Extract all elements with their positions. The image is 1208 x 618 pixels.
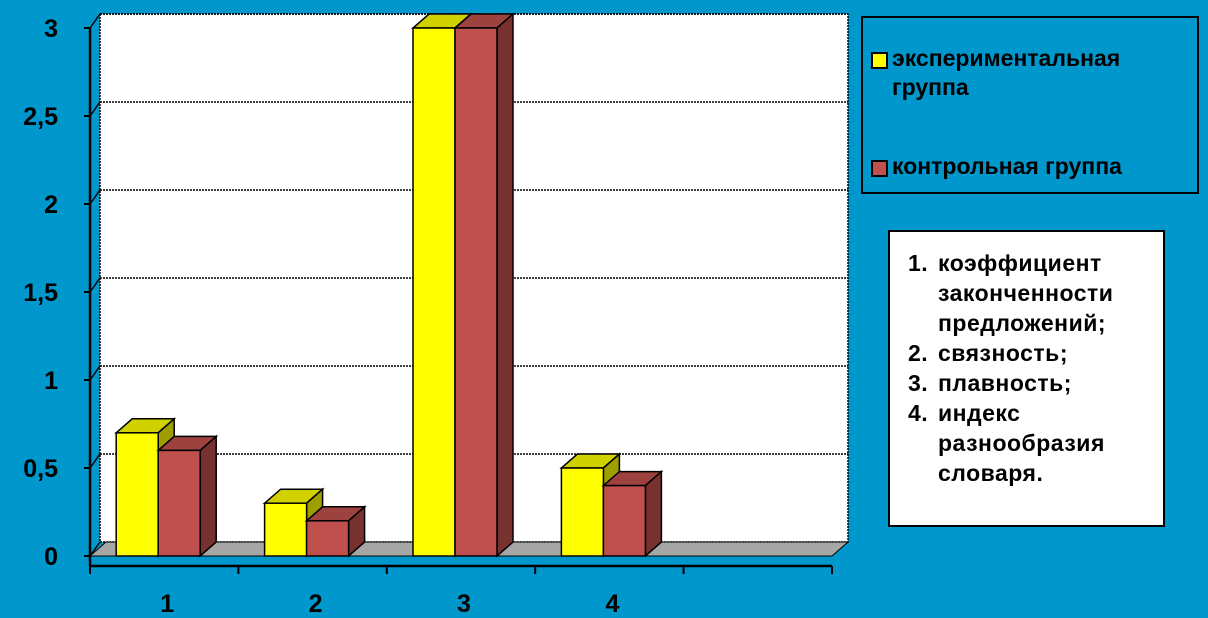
y-tick-labels: 0 0,5 1 1,5 2 2,5 3 [23,15,58,571]
gridline-slant [89,453,101,469]
note-item: 2. связность; [908,338,1153,368]
y-tick-label: 2 [44,191,58,219]
axes [84,27,833,574]
bar-front [157,449,201,557]
gridline-slant [89,541,101,557]
x-tick-label: 1 [160,590,174,618]
notes-list: 1. коэффициент законченности предложений… [908,248,1153,488]
y-tick-label: 1 [44,367,58,395]
note-number: 1. [908,250,929,276]
bar-side [199,434,217,558]
bar-front [263,502,308,557]
y-tick-label: 1,5 [23,279,58,307]
bar [453,12,515,558]
note-text: плавность; [938,370,1072,396]
bar-front [115,432,159,557]
note-number: 4. [908,400,929,426]
y-tick-label: 3 [44,15,58,43]
x-tick-labels: 1 2 3 4 [160,590,619,618]
note-item: 3. плавность; [908,368,1153,398]
x-tick-label: 4 [605,590,619,618]
note-text: связность; [938,340,1068,366]
bar-front [560,467,605,557]
gridline-slant [89,13,101,29]
bar-front [454,27,498,557]
bar [601,469,664,558]
gridline-slant [89,189,101,205]
note-number: 3. [908,370,929,396]
category-notes: 1. коэффициент законченности предложений… [888,230,1165,527]
bar-front [602,484,647,557]
bar-side [644,469,663,558]
x-tick-label: 3 [457,590,471,618]
note-text: коэффициент законченности предложений; [938,250,1114,336]
legend-label-experimental: экспериментальная группа [892,45,1121,100]
y-tick-label: 0 [44,543,58,571]
bar-front [305,520,350,557]
legend-item-control: контрольная группа [871,152,1197,181]
bars [114,12,664,558]
gridline-slant [89,101,101,117]
legend-swatch-control [871,160,888,177]
bar-front [412,27,456,557]
legend-label-control: контрольная группа [892,153,1122,179]
y-tick-label: 0,5 [23,455,58,483]
bar-side [496,12,514,558]
gridline-slant [89,365,101,381]
gridline-slant [89,277,101,293]
note-number: 2. [908,340,929,366]
note-item: 1. коэффициент законченности предложений… [908,248,1153,338]
note-item: 4. индекс разнообразия словаря. [908,398,1153,488]
bar [304,505,367,558]
legend-item-experimental: экспериментальная группа [871,44,1197,102]
note-text: индекс разнообразия словаря. [938,400,1105,486]
legend-swatch-experimental [871,52,888,69]
y-tick-label: 2,5 [23,103,58,131]
legend: экспериментальная группа контрольная гру… [861,16,1199,194]
x-tick-label: 2 [309,590,323,618]
bar [156,434,219,558]
